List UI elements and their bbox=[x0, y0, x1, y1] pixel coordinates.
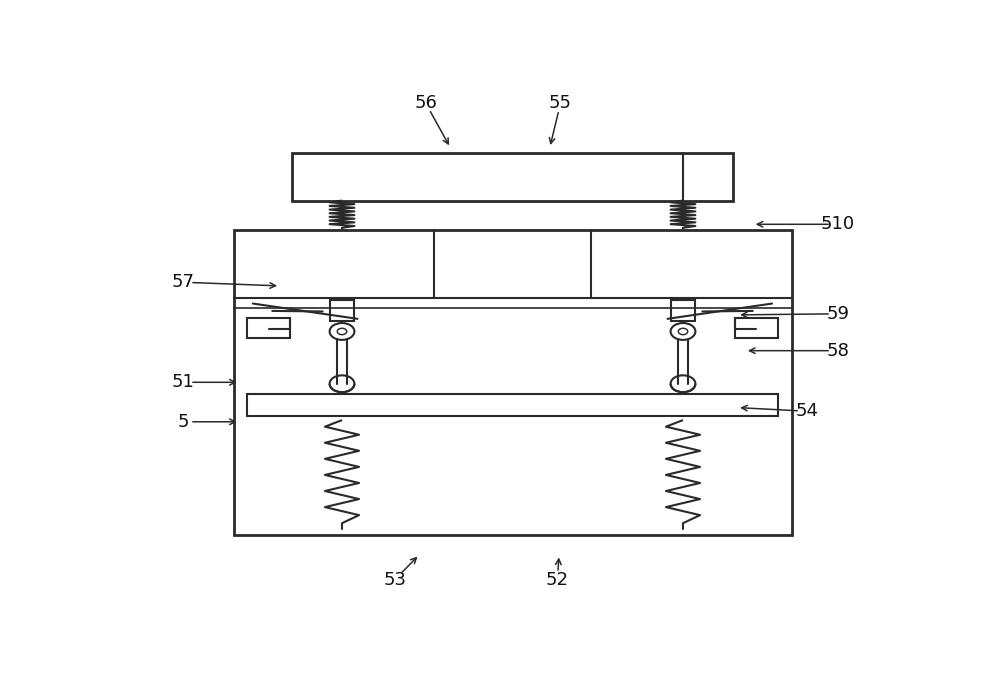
Bar bbox=[234, 230, 792, 535]
Bar bbox=[671, 300, 695, 321]
Text: 57: 57 bbox=[172, 273, 195, 291]
Bar bbox=[292, 153, 733, 200]
Text: 55: 55 bbox=[549, 94, 572, 112]
Bar bbox=[247, 318, 290, 339]
Text: 53: 53 bbox=[383, 570, 406, 589]
Text: 51: 51 bbox=[172, 373, 195, 391]
Text: 59: 59 bbox=[826, 305, 850, 323]
Bar bbox=[330, 300, 354, 321]
Text: 510: 510 bbox=[821, 215, 855, 233]
Text: 54: 54 bbox=[796, 402, 818, 420]
Text: 52: 52 bbox=[546, 570, 569, 589]
Bar bbox=[735, 318, 778, 339]
Bar bbox=[247, 394, 778, 416]
Text: 5: 5 bbox=[177, 412, 189, 431]
Text: 58: 58 bbox=[827, 342, 849, 360]
Text: 56: 56 bbox=[414, 94, 437, 112]
